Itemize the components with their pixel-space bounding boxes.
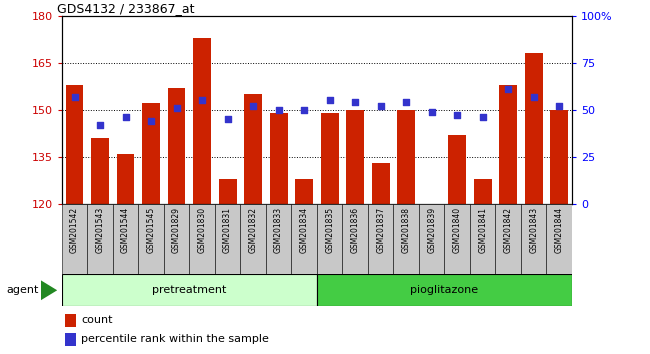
Point xyxy=(274,107,284,113)
Text: GSM201543: GSM201543 xyxy=(96,207,105,253)
Bar xyxy=(317,274,572,306)
Bar xyxy=(240,204,266,274)
Polygon shape xyxy=(41,280,57,300)
Point xyxy=(95,122,105,127)
Text: GSM201835: GSM201835 xyxy=(325,207,334,253)
Bar xyxy=(317,204,343,274)
Bar xyxy=(193,38,211,204)
Text: GSM201831: GSM201831 xyxy=(223,207,232,253)
Point xyxy=(222,116,233,122)
Point xyxy=(350,99,360,105)
Bar xyxy=(113,204,138,274)
Point xyxy=(426,109,437,114)
Point xyxy=(248,103,258,109)
Bar xyxy=(116,154,135,204)
Point xyxy=(70,94,80,99)
Text: GSM201844: GSM201844 xyxy=(554,207,564,253)
Bar xyxy=(474,178,491,204)
Bar xyxy=(138,204,164,274)
Bar xyxy=(343,204,368,274)
Text: GSM201843: GSM201843 xyxy=(529,207,538,253)
Bar xyxy=(65,332,77,346)
Bar xyxy=(87,204,113,274)
Bar xyxy=(397,110,415,204)
Text: GSM201842: GSM201842 xyxy=(504,207,513,253)
Bar xyxy=(448,135,466,204)
Point xyxy=(146,118,156,124)
Text: GSM201833: GSM201833 xyxy=(274,207,283,253)
Bar xyxy=(266,204,291,274)
Bar xyxy=(168,88,185,204)
Text: pretreatment: pretreatment xyxy=(152,285,226,295)
Bar xyxy=(368,204,393,274)
Bar xyxy=(189,204,214,274)
Bar xyxy=(164,204,189,274)
Bar xyxy=(470,204,495,274)
Bar xyxy=(372,163,389,204)
Text: GSM201838: GSM201838 xyxy=(402,207,411,253)
Text: GSM201836: GSM201836 xyxy=(350,207,359,253)
Bar xyxy=(291,204,317,274)
Point xyxy=(478,114,488,120)
Text: GDS4132 / 233867_at: GDS4132 / 233867_at xyxy=(57,2,194,15)
Text: GSM201840: GSM201840 xyxy=(452,207,462,253)
Bar xyxy=(244,94,262,204)
Bar xyxy=(66,85,83,204)
Text: count: count xyxy=(81,315,112,325)
Bar xyxy=(320,113,339,204)
Bar xyxy=(65,314,77,327)
Text: pioglitazone: pioglitazone xyxy=(410,285,478,295)
Point xyxy=(554,103,564,109)
Text: GSM201834: GSM201834 xyxy=(300,207,309,253)
Point xyxy=(452,113,462,118)
Point xyxy=(120,114,131,120)
Text: GSM201830: GSM201830 xyxy=(198,207,207,253)
Text: GSM201837: GSM201837 xyxy=(376,207,385,253)
Point xyxy=(376,103,386,109)
Bar xyxy=(551,110,568,204)
Text: GSM201832: GSM201832 xyxy=(248,207,257,253)
Bar xyxy=(142,103,160,204)
Point xyxy=(172,105,182,111)
Bar xyxy=(91,138,109,204)
Point xyxy=(503,86,514,92)
Bar xyxy=(445,204,470,274)
Text: GSM201839: GSM201839 xyxy=(427,207,436,253)
Bar xyxy=(393,204,419,274)
Bar xyxy=(218,178,237,204)
Point xyxy=(299,107,309,113)
Bar xyxy=(214,204,240,274)
Text: GSM201544: GSM201544 xyxy=(121,207,130,253)
Bar xyxy=(419,204,445,274)
Bar xyxy=(295,178,313,204)
Bar xyxy=(270,113,287,204)
Bar xyxy=(499,85,517,204)
Bar xyxy=(547,204,572,274)
Text: GSM201829: GSM201829 xyxy=(172,207,181,253)
Text: agent: agent xyxy=(6,285,39,295)
Point xyxy=(324,97,335,103)
Text: GSM201545: GSM201545 xyxy=(146,207,155,253)
Text: GSM201542: GSM201542 xyxy=(70,207,79,253)
Bar xyxy=(62,204,87,274)
Point xyxy=(401,99,411,105)
Bar xyxy=(495,204,521,274)
Bar xyxy=(525,53,543,204)
Point xyxy=(197,97,207,103)
Bar xyxy=(62,274,317,306)
Point xyxy=(528,94,539,99)
Bar xyxy=(346,110,364,204)
Text: GSM201841: GSM201841 xyxy=(478,207,488,253)
Text: percentile rank within the sample: percentile rank within the sample xyxy=(81,334,269,344)
Bar xyxy=(521,204,547,274)
